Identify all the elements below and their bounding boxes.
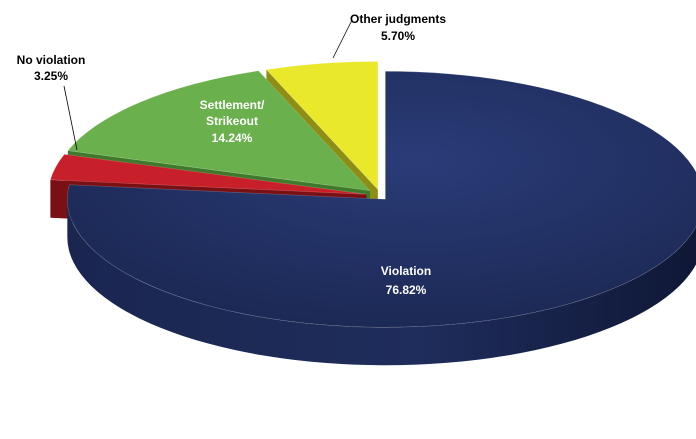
label-other-value: 5.70%	[381, 29, 415, 43]
slice-top-settlement-strikeout	[67, 70, 371, 192]
label-no-violation-value: 3.25%	[34, 69, 68, 83]
label-other-name: Other judgments	[350, 12, 446, 26]
leader-other	[332, 19, 353, 59]
slice-rim-violation-0	[67, 199, 696, 366]
slice-top-violation	[67, 70, 696, 328]
label-violation-name: Violation	[381, 264, 431, 278]
label-settlement-name2: Strikeout	[206, 114, 258, 128]
slice-top-no-violation	[49, 154, 367, 195]
label-settlement-value: 14.24%	[212, 131, 253, 145]
slice-top-other-judgments	[265, 61, 379, 191]
pie-slice-violation	[67, 70, 696, 366]
label-violation-value: 76.82%	[386, 283, 427, 297]
leader-no-violation	[63, 85, 78, 151]
label-no-violation-name: No violation	[17, 53, 86, 67]
label-settlement-name: Settlement/	[200, 98, 265, 112]
